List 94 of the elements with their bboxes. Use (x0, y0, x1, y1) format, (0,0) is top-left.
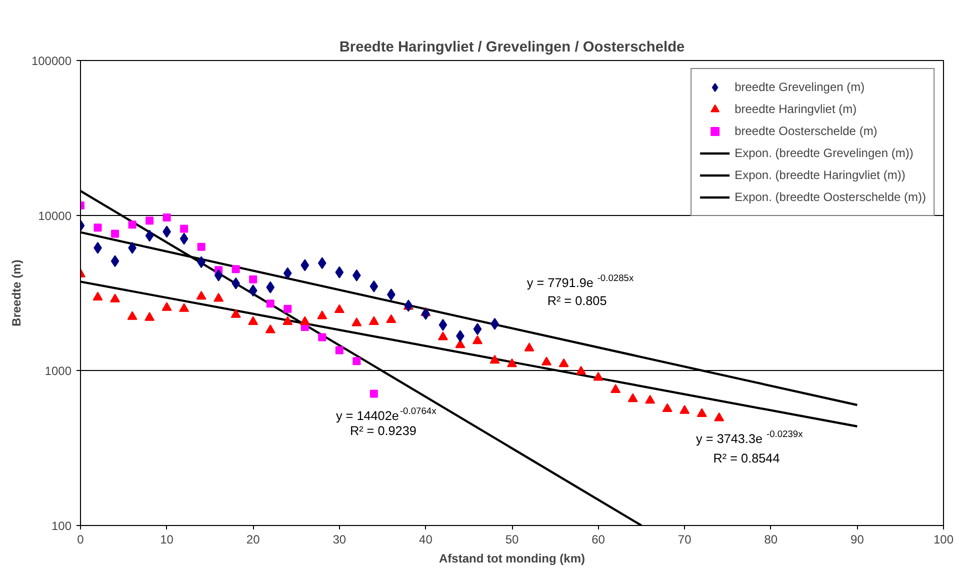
point (214, 269, 223, 282)
point (248, 284, 258, 297)
point (214, 292, 224, 302)
point (542, 356, 552, 366)
point (680, 405, 690, 414)
point (455, 339, 466, 348)
point (232, 277, 240, 290)
point (162, 302, 172, 311)
annotation: R² = 0.805 (547, 294, 607, 308)
point (266, 281, 275, 294)
point (196, 290, 206, 300)
point (507, 358, 517, 368)
point (249, 275, 258, 284)
chart-title: Breedte Haringvliet / Grevelingen / Oosterschelde (339, 40, 685, 56)
point (335, 266, 344, 278)
x-tick-label: 60 (592, 532, 606, 546)
point (318, 333, 326, 342)
point (144, 312, 155, 321)
x-tick-label: 90 (850, 532, 864, 546)
x-tick-label: 0 (77, 532, 84, 546)
point (110, 294, 120, 302)
point (490, 354, 500, 364)
point (300, 259, 310, 272)
point (127, 311, 138, 320)
point (438, 332, 448, 340)
x-tick-label: 50 (505, 532, 519, 546)
point (558, 358, 569, 368)
point (146, 216, 154, 225)
point (628, 393, 638, 402)
x-tick-label: 20 (246, 532, 260, 546)
point (473, 323, 482, 336)
x-axis-title: Afstand tot monding (km) (439, 552, 585, 566)
point (386, 314, 396, 324)
legend-label: breedte Grevelingen (m) (734, 80, 865, 94)
point (283, 267, 292, 280)
point (318, 257, 326, 270)
annotation: R² = 0.8544 (713, 452, 780, 466)
point (335, 346, 344, 354)
point (128, 220, 136, 229)
point (300, 316, 310, 325)
legend-label: Expon. (breedte Grevelingen (m)) (734, 146, 914, 160)
point (145, 230, 154, 242)
point (368, 316, 379, 325)
point (180, 232, 188, 245)
legend-label: breedte Haringvliet (m) (734, 102, 857, 116)
point (197, 242, 206, 251)
x-tick-label: 70 (678, 532, 692, 546)
point (610, 384, 621, 393)
point (111, 230, 120, 238)
point (230, 309, 241, 318)
point (472, 335, 482, 344)
point (593, 372, 604, 381)
point (370, 280, 378, 292)
point (162, 213, 171, 222)
point (352, 317, 362, 326)
x-tick-label: 30 (332, 532, 346, 546)
annotation: R² = 0.9239 (350, 424, 416, 438)
point (352, 269, 361, 282)
annotation: y = 3743.3e-0.0239x (696, 429, 804, 446)
point (180, 224, 188, 233)
y-tick-label: 100 (51, 519, 72, 533)
point (576, 366, 586, 375)
point (438, 318, 448, 331)
point (284, 304, 292, 313)
y-tick-label: 10000 (38, 209, 72, 223)
point (662, 403, 672, 412)
point (524, 342, 534, 352)
point (110, 255, 120, 268)
annotation: y = 7791.9e-0.0285x (526, 273, 634, 290)
point (317, 310, 328, 320)
y-tick-label: 100000 (31, 54, 72, 68)
x-tick-label: 80 (764, 532, 778, 546)
legend-label: Expon. (breedte Oosterschelde (m)) (734, 190, 926, 204)
y-tick-label: 1000 (44, 364, 72, 378)
point (94, 224, 102, 232)
legend-label: breedte Oosterschelde (m) (734, 124, 878, 138)
point (232, 265, 240, 274)
y-axis-title: Breedte (m) (9, 260, 24, 326)
point (352, 357, 361, 366)
point (92, 292, 103, 301)
point (370, 390, 378, 398)
point (645, 394, 656, 404)
point (265, 324, 276, 334)
point (334, 304, 344, 314)
point (179, 303, 190, 312)
x-tick-label: 100 (933, 532, 954, 546)
point (714, 412, 724, 422)
x-tick-label: 40 (419, 532, 433, 546)
point (282, 316, 293, 325)
x-tick-label: 10 (160, 532, 174, 546)
point (248, 316, 258, 325)
point (266, 300, 274, 308)
point (696, 408, 707, 417)
legend-label: Expon. (breedte Haringvliet (m)) (734, 168, 906, 182)
